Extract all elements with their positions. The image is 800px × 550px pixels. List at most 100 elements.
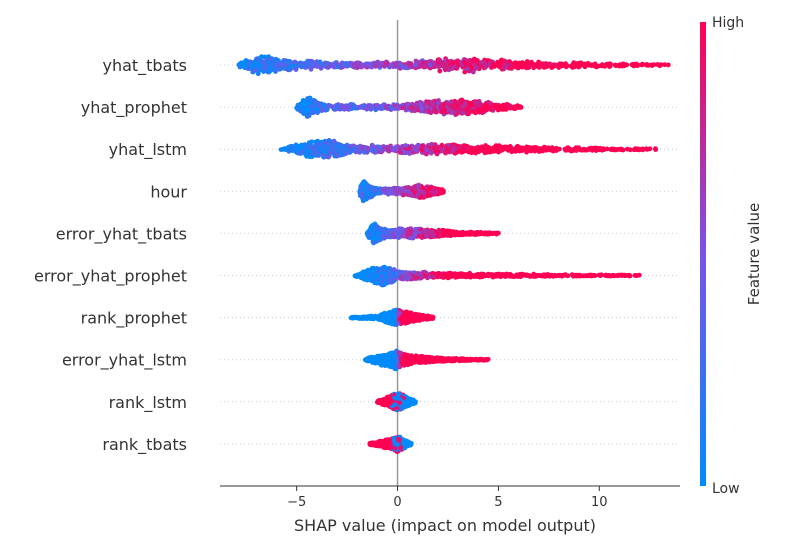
shap-point — [530, 146, 536, 152]
shap-point — [518, 104, 523, 109]
shap-point — [369, 105, 375, 111]
shap-point — [665, 62, 671, 68]
feature-rows: yhat_tbatsyhat_prophetyhat_lstmhourerror… — [34, 56, 680, 455]
shap-point — [443, 230, 449, 236]
shap-point — [290, 148, 295, 154]
shap-point — [255, 71, 261, 77]
shap-point — [356, 148, 362, 154]
shap-point — [298, 149, 303, 155]
shap-point — [326, 102, 331, 108]
shap-point — [596, 63, 602, 69]
shap-point — [324, 61, 330, 67]
shap-point — [335, 64, 341, 70]
shap-point — [447, 66, 453, 71]
shap-point — [305, 149, 310, 155]
shap-point — [428, 150, 434, 156]
shap-point — [266, 59, 272, 65]
shap-point — [361, 180, 367, 186]
shap-point — [507, 65, 513, 71]
shap-point — [452, 98, 458, 104]
shap-point — [315, 109, 321, 114]
shap-point — [456, 110, 462, 115]
shap-point — [424, 104, 430, 110]
shap-point — [634, 147, 639, 152]
shap-point — [581, 146, 587, 152]
shap-point — [436, 98, 441, 103]
shap-point — [359, 191, 364, 196]
shap-point — [627, 147, 633, 153]
shap-point — [503, 63, 509, 69]
shap-point — [366, 62, 371, 68]
shap-point — [457, 100, 462, 106]
shap-point — [538, 61, 544, 67]
shap-point — [372, 147, 378, 153]
shap-point — [547, 61, 553, 67]
shap-point — [336, 146, 342, 152]
shap-point — [313, 145, 318, 151]
shap-point — [403, 143, 408, 148]
shap-point — [365, 146, 371, 151]
feature-label: rank_prophet — [81, 309, 187, 329]
shap-point — [634, 63, 640, 68]
shap-point — [437, 58, 442, 63]
shap-point — [280, 60, 286, 66]
shap-point — [582, 63, 588, 69]
shap-point — [431, 101, 437, 107]
shap-point — [464, 231, 470, 237]
feature-label: error_yhat_tbats — [56, 224, 187, 244]
shap-point — [467, 147, 473, 153]
shap-point — [286, 65, 292, 70]
shap-point — [377, 230, 383, 236]
shap-point — [657, 62, 663, 68]
shap-point — [483, 64, 488, 70]
shap-point — [506, 103, 512, 109]
shap-point — [377, 104, 383, 110]
shap-point — [405, 229, 411, 235]
shap-point — [371, 188, 377, 194]
shap-point — [407, 146, 412, 151]
shap-point — [317, 141, 323, 147]
shap-point — [513, 64, 519, 70]
feature-label: rank_tbats — [102, 435, 187, 455]
shap-point — [457, 145, 462, 150]
shap-point — [400, 105, 405, 111]
shap-point — [572, 64, 578, 70]
shap-point — [339, 60, 345, 66]
shap-point — [385, 146, 391, 151]
shap-point — [317, 59, 323, 65]
shap-point — [412, 62, 418, 68]
shap-point — [423, 233, 429, 239]
shap-point — [415, 146, 420, 152]
shap-point — [318, 65, 324, 71]
shap-point — [299, 104, 305, 109]
shap-point — [376, 235, 382, 241]
shap-point — [373, 229, 379, 235]
shap-point — [259, 54, 264, 59]
shap-point — [307, 100, 312, 106]
shap-point — [372, 61, 377, 67]
shap-point — [301, 108, 307, 114]
shap-point — [433, 189, 438, 195]
shap-point — [433, 109, 439, 115]
shap-point — [459, 149, 464, 155]
shap-point — [544, 145, 550, 151]
shap-point — [307, 140, 312, 146]
feature-label: yhat_tbats — [102, 56, 187, 76]
shap-point — [497, 62, 503, 67]
shap-point — [465, 62, 470, 67]
shap-point — [466, 111, 471, 117]
shap-point — [398, 150, 403, 155]
shap-point — [388, 188, 394, 194]
feature-label: rank_lstm — [109, 393, 187, 413]
shap-point — [395, 233, 401, 238]
feature-points — [357, 179, 446, 204]
shap-point — [513, 61, 518, 66]
shap-point — [493, 148, 499, 154]
feature-label: error_yhat_lstm — [62, 351, 187, 371]
feature-label: yhat_lstm — [109, 140, 187, 160]
shap-point — [368, 230, 374, 236]
shap-point — [278, 147, 284, 153]
shap-point — [520, 60, 526, 66]
feature-label: yhat_prophet — [81, 98, 187, 118]
